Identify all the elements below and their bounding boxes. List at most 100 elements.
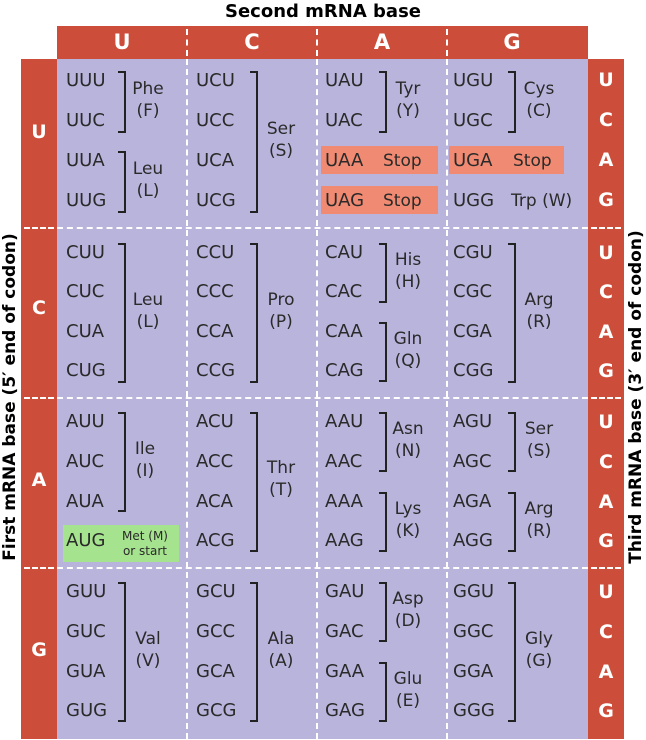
aa-glu: Glu (E) [393, 669, 423, 711]
aa-his: His (H) [394, 250, 422, 292]
codon-cga: CGA [453, 321, 492, 342]
aa-asp: Asp (D) [392, 589, 424, 631]
third-base-letter: U [598, 411, 614, 433]
stop-label-uga: Stop [513, 151, 552, 171]
left-divider [24, 227, 54, 229]
bracket [118, 71, 126, 133]
stop-highlight [449, 146, 564, 174]
stop-label-uag: Stop [383, 191, 422, 211]
bracket [250, 582, 258, 722]
codon-gac: GAC [325, 621, 364, 642]
codon-uac: UAC [325, 110, 363, 131]
bracket [508, 412, 516, 472]
bracket [379, 412, 387, 472]
third-base-letter: C [599, 621, 613, 643]
codon-uug: UUG [66, 190, 107, 211]
codon-cgc: CGC [453, 281, 493, 302]
aa-ala: Ala (A) [267, 629, 295, 671]
aa-ile: Ile (I) [134, 439, 156, 481]
codon-cca: CCA [196, 321, 234, 342]
third-base-title: Third mRNA base (3′ end of codon) [626, 230, 646, 564]
bracket [118, 412, 126, 512]
third-base-letter: G [598, 360, 614, 382]
codon-caa: CAA [325, 321, 363, 342]
aa-arg: Arg (R) [524, 290, 554, 332]
header-divider [446, 29, 448, 56]
codon-cua: CUA [66, 321, 105, 342]
codon-gag: GAG [325, 700, 365, 721]
codon-ccc: CCC [196, 281, 234, 302]
codon-cgg: CGG [453, 360, 494, 381]
bracket [250, 243, 258, 383]
codon-gua: GUA [66, 661, 106, 682]
bracket [379, 71, 387, 133]
codon-cau: CAU [325, 242, 364, 263]
bracket [379, 492, 387, 552]
third-base-header: U C A G U C A G U C A G U C A G [588, 59, 624, 739]
codon-acc: ACC [196, 451, 234, 472]
column-divider [446, 59, 448, 739]
first-base-u: U [31, 121, 47, 143]
codon-agg: AGG [453, 530, 493, 551]
left-divider [24, 567, 54, 569]
codon-acu: ACU [196, 411, 234, 432]
aa-tyr: Tyr (Y) [395, 79, 421, 121]
third-base-letter: A [598, 321, 614, 343]
codon-cuu: CUU [66, 242, 105, 263]
codon-uca: UCA [196, 150, 235, 171]
codon-uga: UGA [453, 150, 493, 171]
header-divider [316, 29, 318, 56]
header-divider [186, 29, 188, 56]
bracket [379, 662, 387, 722]
codon-ggu: GGU [453, 581, 495, 602]
bracket [508, 582, 516, 722]
codon-aaa: AAA [325, 491, 363, 512]
second-base-title: Second mRNA base [224, 1, 421, 22]
third-base-letter: G [598, 700, 614, 722]
codon-uaa: UAA [325, 150, 364, 171]
third-base-letter: U [598, 242, 614, 264]
codon-ugc: UGC [453, 110, 493, 131]
first-base-a: A [31, 469, 47, 491]
aa-cys: Cys (C) [523, 79, 555, 121]
codon-ccg: CCG [196, 360, 236, 381]
third-base-letter: C [599, 451, 613, 473]
codon-ccu: CCU [196, 242, 235, 263]
row-divider [57, 227, 588, 229]
right-divider [591, 567, 621, 569]
third-base-letter: A [598, 661, 614, 683]
codon-aac: AAC [325, 451, 363, 472]
column-divider [186, 59, 188, 739]
third-base-letter: G [598, 530, 614, 552]
codon-acg: ACG [196, 530, 235, 551]
codon-gca: GCA [196, 661, 235, 682]
codon-aca: ACA [196, 491, 233, 512]
bracket [379, 243, 387, 303]
codon-aau: AAU [325, 411, 364, 432]
aa-leu: Leu (L) [132, 290, 164, 332]
codon-gcu: GCU [196, 581, 236, 602]
bracket [379, 582, 387, 642]
third-base-letter: G [598, 189, 614, 211]
first-base-title: First mRNA base (5′ end of codon) [0, 233, 20, 561]
codon-ucg: UCG [196, 190, 236, 211]
codon-aga: AGA [453, 491, 492, 512]
aa-pro: Pro (P) [267, 290, 295, 332]
third-base-letter: C [599, 281, 613, 303]
bracket [508, 492, 516, 552]
codon-gcc: GCC [196, 621, 236, 642]
aa-met: Met (M) or start [122, 529, 168, 558]
right-divider [591, 227, 621, 229]
second-base-header: U C A G [57, 26, 588, 59]
bracket [250, 412, 258, 552]
aa-phe: Phe (F) [132, 79, 164, 121]
codon-agc: AGC [453, 451, 492, 472]
first-base-c: C [32, 297, 46, 319]
third-base-letter: C [599, 109, 613, 131]
codon-cug: CUG [66, 360, 106, 381]
second-base-a: A [373, 30, 391, 54]
aa-asn: Asn (N) [392, 419, 424, 461]
codon-ggc: GGC [453, 621, 494, 642]
first-base-header: U C A G [21, 59, 57, 739]
codon-auu: AUU [66, 411, 105, 432]
